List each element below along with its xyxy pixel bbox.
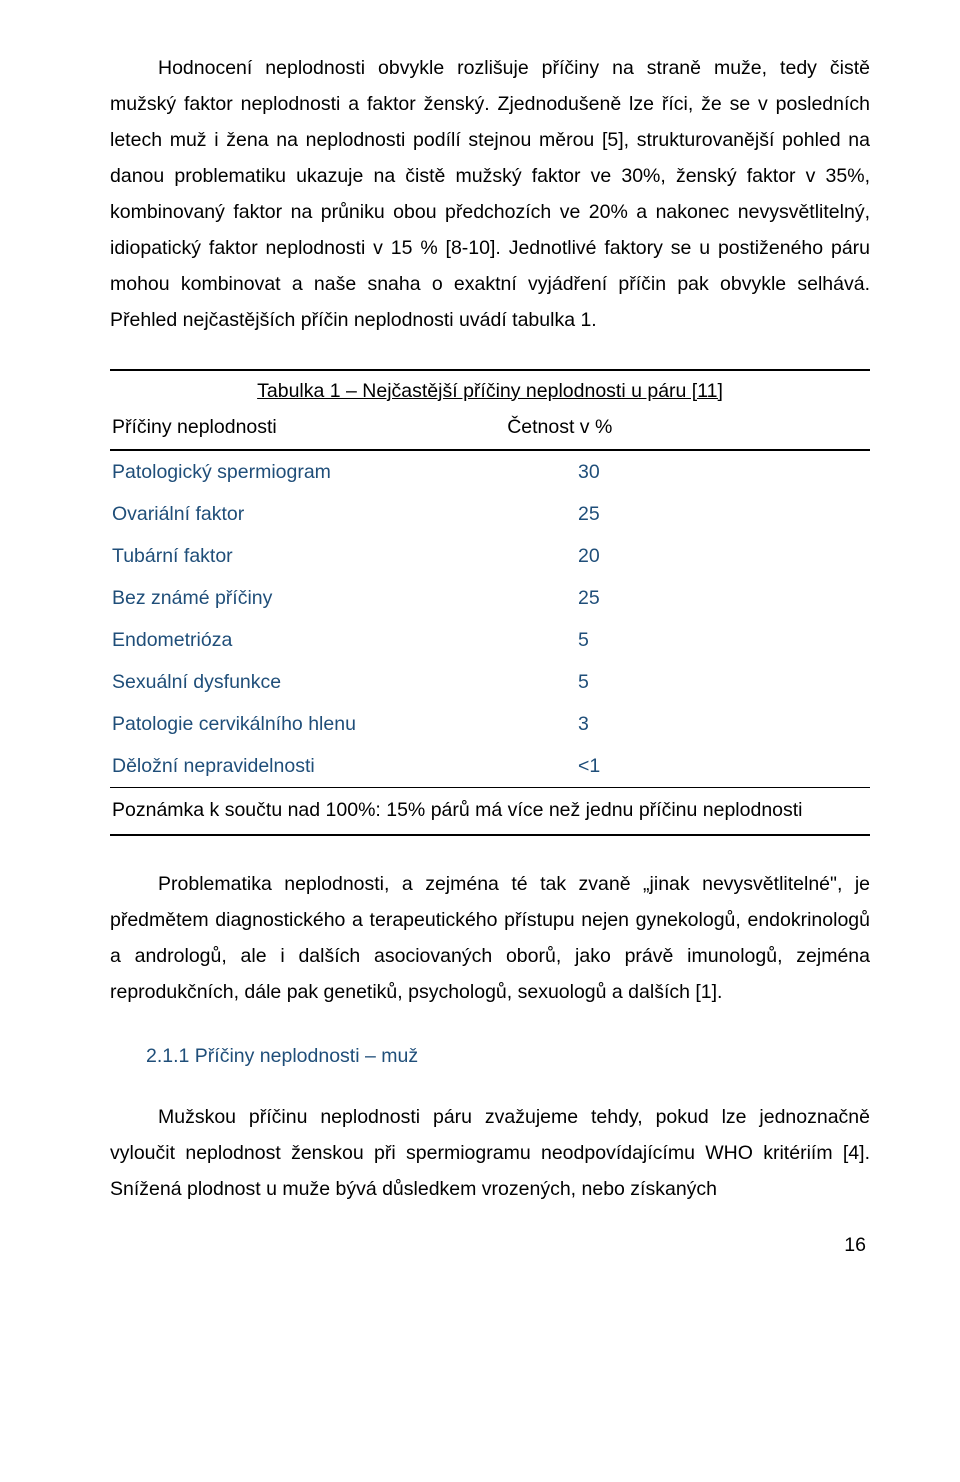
table-cell-value: 5 <box>568 622 882 658</box>
table-cell-label: Ovariální faktor <box>110 496 568 532</box>
table-cell-label: Endometrióza <box>110 622 568 658</box>
table-title: Tabulka 1 – Nejčastější příčiny neplodno… <box>110 369 870 409</box>
table-cell-label: Tubární faktor <box>110 538 568 574</box>
table-header-col1: Příčiny neplodnosti <box>110 409 507 449</box>
table-row: Endometrióza5 <box>110 619 870 661</box>
table-cell-value: 20 <box>568 538 882 574</box>
table-1: Tabulka 1 – Nejčastější příčiny neplodno… <box>110 369 870 837</box>
table-cell-label: Patologický spermiogram <box>110 454 568 490</box>
table-cell-value: 30 <box>568 454 882 490</box>
table-body: Patologický spermiogram30Ovariální fakto… <box>110 451 870 788</box>
paragraph-2: Problematika neplodnosti, a zejména té t… <box>110 866 870 1010</box>
table-header-col2: Četnost v % <box>507 409 872 449</box>
document-page: Hodnocení neplodnosti obvykle rozlišuje … <box>0 0 960 1303</box>
table-cell-value: 25 <box>568 496 882 532</box>
table-cell-value: 25 <box>568 580 882 616</box>
table-row: Bez známé příčiny25 <box>110 577 870 619</box>
table-header-row: Příčiny neplodnosti Četnost v % <box>110 409 870 451</box>
table-cell-value: 3 <box>568 706 882 742</box>
page-number: 16 <box>110 1227 870 1263</box>
section-heading-2-1-1: 2.1.1 Příčiny neplodnosti – muž <box>146 1038 870 1074</box>
table-row: Patologický spermiogram30 <box>110 451 870 493</box>
table-row: Sexuální dysfunkce5 <box>110 661 870 703</box>
paragraph-3: Mužskou příčinu neplodnosti páru zvažuje… <box>110 1099 870 1207</box>
table-row: Tubární faktor20 <box>110 535 870 577</box>
table-cell-value: 5 <box>568 664 882 700</box>
table-cell-value: <1 <box>568 748 882 784</box>
table-cell-label: Děložní nepravidelnosti <box>110 748 568 784</box>
table-cell-label: Sexuální dysfunkce <box>110 664 568 700</box>
table-row: Ovariální faktor25 <box>110 493 870 535</box>
paragraph-1: Hodnocení neplodnosti obvykle rozlišuje … <box>110 50 870 339</box>
table-cell-label: Bez známé příčiny <box>110 580 568 616</box>
table-footnote: Poznámka k součtu nad 100%: 15% párů má … <box>110 787 870 836</box>
table-row: Patologie cervikálního hlenu3 <box>110 703 870 745</box>
table-cell-label: Patologie cervikálního hlenu <box>110 706 568 742</box>
table-row: Děložní nepravidelnosti<1 <box>110 745 870 787</box>
